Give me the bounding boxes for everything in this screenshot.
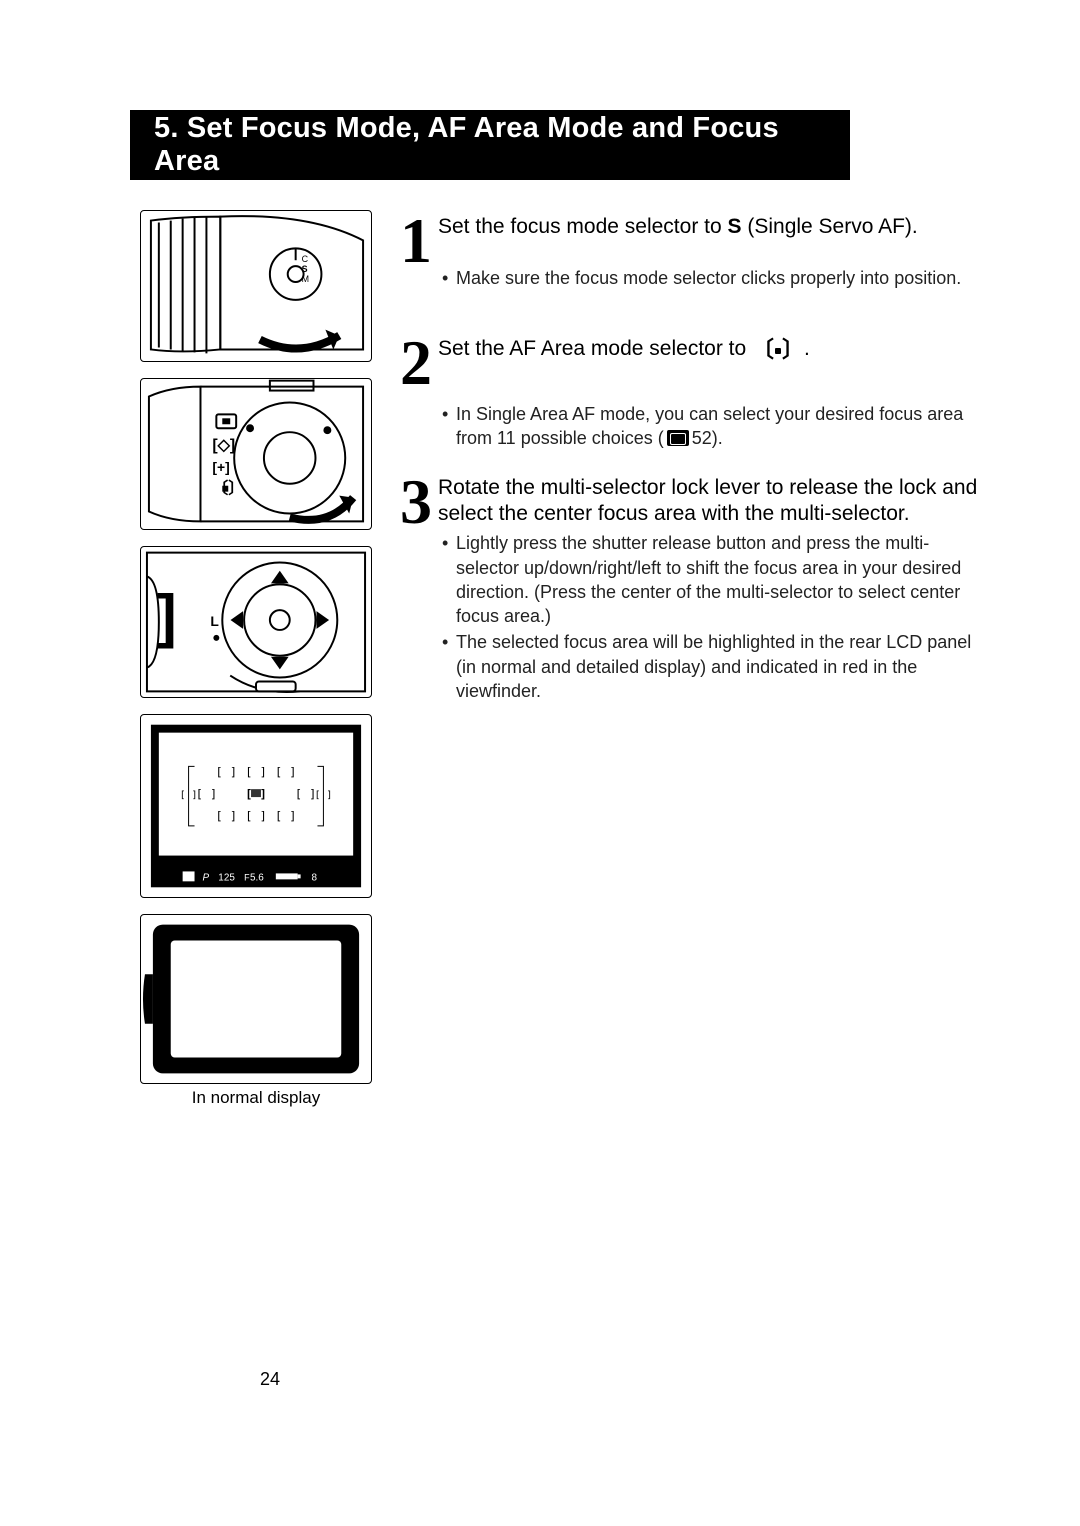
step-1-title-post: (Single Servo AF). (742, 215, 918, 238)
svg-text:[+]: [+] (212, 459, 229, 475)
step-1-title-bold: S (728, 215, 742, 238)
svg-text:[ ]: [ ] (295, 787, 316, 801)
step-2-title: Set the AF Area mode selector to 〔〕. (438, 334, 810, 365)
svg-text:[ ]: [ ] (216, 765, 237, 779)
step-2-bullet-1-text-b: ). (712, 428, 723, 448)
svg-text:M: M (302, 274, 309, 284)
svg-text:[◇]: [◇] (212, 437, 235, 454)
step-2-bullet-1-pageref: 52 (692, 428, 712, 448)
svg-text:]: ] (157, 582, 177, 649)
step-1-title: Set the focus mode selector to S (Single… (438, 212, 918, 240)
step-3: 3 Rotate the multi-selector lock lever t… (400, 473, 980, 704)
steps-column: 1 Set the focus mode selector to S (Sing… (400, 210, 980, 1108)
step-1: 1 Set the focus mode selector to S (Sing… (400, 212, 980, 290)
svg-text:[ ]: [ ] (275, 765, 296, 779)
illustration-column: C S M (140, 210, 372, 1108)
step-3-title: Rotate the multi-selector lock lever to … (438, 473, 980, 528)
viewfinder-svg: [ ] [ ] [ ] [ ] [ ] [ ] [ ] [ ] [ ] [ ] (141, 714, 371, 898)
svg-text:[ ]: [ ] (275, 809, 296, 823)
step-1-bullets: Make sure the focus mode selector clicks… (442, 266, 980, 290)
svg-text:[ ]: [ ] (216, 809, 237, 823)
illus-af-area-selector: [◇] [+] 〔 〕 (140, 378, 372, 530)
section-title: 5. Set Focus Mode, AF Area Mode and Focu… (154, 112, 850, 178)
step-3-head: 3 Rotate the multi-selector lock lever t… (400, 473, 980, 528)
step-3-bullet-1: Lightly press the shutter release button… (442, 531, 980, 628)
step-2-number: 2 (400, 338, 432, 388)
step-1-number: 1 (400, 216, 432, 266)
step-2-bullets: In Single Area AF mode, you can select y… (442, 402, 980, 451)
rear-lcd-caption: In normal display (140, 1088, 372, 1108)
step-3-number: 3 (400, 477, 432, 527)
content-row: C S M (140, 210, 980, 1108)
focus-mode-selector-svg: C S M (141, 210, 371, 362)
af-bracket-icon: 〔〕 (752, 337, 804, 365)
svg-text:C: C (302, 254, 309, 264)
illus-multi-selector: L ] (140, 546, 372, 698)
manual-page: 5. Set Focus Mode, AF Area Mode and Focu… (0, 0, 1080, 1526)
svg-text:L: L (210, 613, 219, 629)
vf-mode: P (202, 872, 209, 883)
af-area-selector-svg: [◇] [+] 〔 〕 (141, 378, 371, 530)
svg-text:[ ]: [ ] (196, 787, 217, 801)
svg-text:〕: 〕 (228, 479, 244, 498)
svg-text:[ ]: [ ] (245, 809, 266, 823)
illus-rear-lcd (140, 914, 372, 1084)
svg-text:S: S (302, 264, 308, 274)
step-2: 2 Set the AF Area mode selector to 〔〕. I… (400, 334, 980, 451)
section-title-bar: 5. Set Focus Mode, AF Area Mode and Focu… (130, 110, 850, 180)
illus-rear-lcd-group: In normal display (140, 914, 372, 1108)
svg-text:8: 8 (312, 872, 318, 883)
multi-selector-svg: L ] (141, 546, 371, 698)
step-2-bullet-1: In Single Area AF mode, you can select y… (442, 402, 980, 451)
illus-viewfinder: [ ] [ ] [ ] [ ] [ ] [ ] [ ] [ ] [ ] [ ] (140, 714, 372, 898)
illus-focus-mode-selector: C S M (140, 210, 372, 362)
step-2-title-pre: Set the AF Area mode selector to (438, 337, 752, 360)
step-1-bullet-1: Make sure the focus mode selector clicks… (442, 266, 980, 290)
step-1-head: 1 Set the focus mode selector to S (Sing… (400, 212, 980, 262)
rear-lcd-svg (141, 914, 371, 1084)
page-number: 24 (260, 1369, 280, 1390)
step-2-head: 2 Set the AF Area mode selector to 〔〕. (400, 334, 980, 384)
step-3-bullets: Lightly press the shutter release button… (442, 531, 980, 703)
svg-text:[ ]: [ ] (245, 765, 266, 779)
vf-shutter: 125 (218, 872, 235, 883)
step-3-bullet-2: The selected focus area will be highligh… (442, 630, 980, 703)
book-icon (667, 430, 689, 446)
step-1-title-pre: Set the focus mode selector to (438, 215, 728, 238)
step-2-title-post: . (804, 337, 810, 360)
vf-aperture: 5.6 (250, 872, 264, 883)
